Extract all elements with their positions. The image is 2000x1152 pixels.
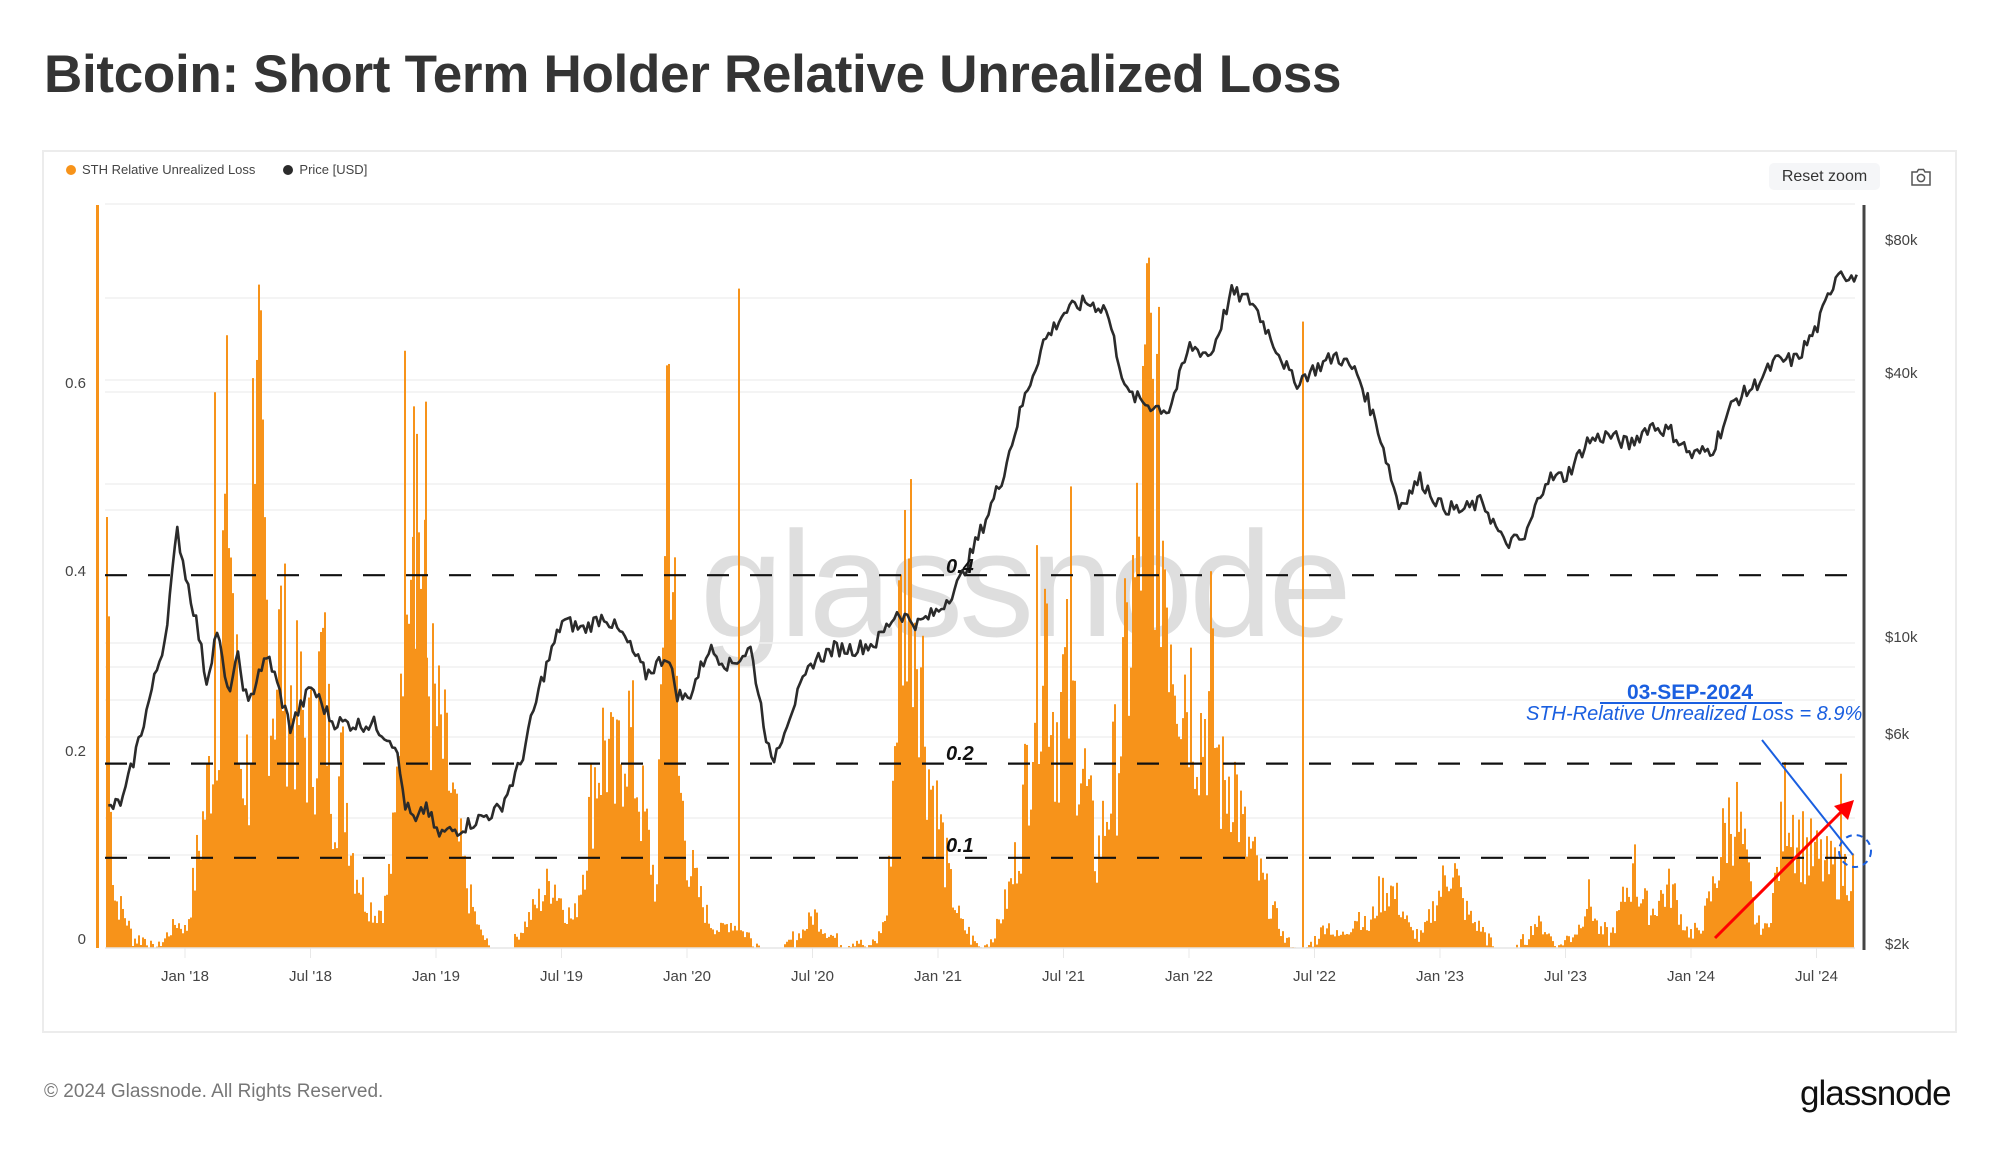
black-dot-icon xyxy=(283,164,294,175)
y-axis-left-tick-0: 0 xyxy=(77,931,86,948)
sth-rul-bars xyxy=(106,257,1854,949)
y-axis-right-tick-6k: $6k xyxy=(1885,726,1910,743)
red-arrow-head-icon xyxy=(1834,800,1854,820)
x-axis-tick: Jan '24 xyxy=(1667,968,1715,985)
level-label-0.1: 0.1 xyxy=(946,835,974,857)
x-axis-tick: Jul '20 xyxy=(791,968,834,985)
y-axis-left-tick-0.4: 0.4 xyxy=(65,563,86,580)
x-axis-tick: Jan '18 xyxy=(161,968,209,985)
annotation-date: 03-SEP-2024 xyxy=(1626,681,1754,704)
camera-icon[interactable] xyxy=(1910,167,1932,187)
x-axis-tick: Jul '23 xyxy=(1544,968,1587,985)
level-label-0.4: 0.4 xyxy=(946,556,974,578)
legend-label-price: Price [USD] xyxy=(299,162,368,177)
annotation-underline xyxy=(1600,702,1782,704)
legend-item-price[interactable]: Price [USD] xyxy=(283,162,367,177)
orange-dot-icon xyxy=(66,164,76,175)
footer-copyright: © 2024 Glassnode. All Rights Reserved. xyxy=(44,1081,384,1102)
x-axis-tick: Jan '21 xyxy=(914,968,962,985)
annotation-text: STH-Relative Unrealized Loss = 8.9% xyxy=(1526,703,1863,725)
legend-item-sth-rul[interactable]: STH Relative Unrealized Loss xyxy=(66,162,255,177)
x-axis-tick: Jan '22 xyxy=(1165,968,1213,985)
x-axis-tick: Jan '23 xyxy=(1416,968,1464,985)
legend-label-sth-rul: STH Relative Unrealized Loss xyxy=(82,162,256,177)
price-line xyxy=(107,270,1858,838)
y-axis-left-tick-0.6: 0.6 xyxy=(65,375,86,392)
y-axis-right-tick-2k: $2k xyxy=(1885,936,1910,953)
x-axis-tick: Jul '22 xyxy=(1293,968,1336,985)
page-title: Bitcoin: Short Term Holder Relative Unre… xyxy=(44,45,1342,104)
y-axis-right-tick-10k: $10k xyxy=(1885,629,1918,646)
x-axis-tick: Jul '18 xyxy=(289,968,332,985)
x-axis-tick: Jan '20 xyxy=(663,968,711,985)
reset-zoom-button[interactable]: Reset zoom xyxy=(1769,163,1880,190)
x-axis-tick: Jul '19 xyxy=(540,968,583,985)
chart-card xyxy=(42,150,1957,1033)
x-axis-tick: Jan '19 xyxy=(412,968,460,985)
y-axis-right-tick-40k: $40k xyxy=(1885,365,1918,382)
glassnode-logo[interactable]: glassnode xyxy=(1800,1074,1952,1113)
y-axis-left-tick-0.2: 0.2 xyxy=(65,743,86,760)
level-label-0.2: 0.2 xyxy=(946,743,974,765)
chart-legend: STH Relative Unrealized Loss Price [USD] xyxy=(66,162,367,177)
x-axis-tick: Jul '21 xyxy=(1042,968,1085,985)
x-axis-tick: Jul '24 xyxy=(1795,968,1838,985)
y-axis-right-tick-80k: $80k xyxy=(1885,232,1918,249)
